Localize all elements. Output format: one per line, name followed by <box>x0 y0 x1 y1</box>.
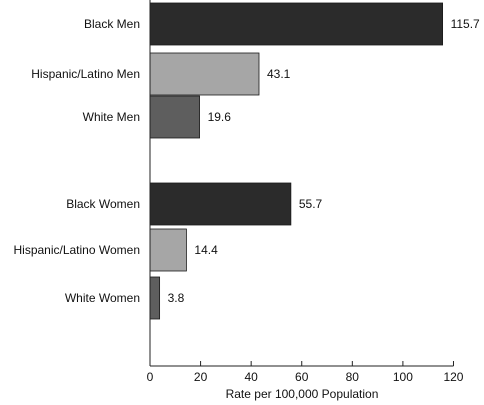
category-label-white-women: White Women <box>65 291 140 305</box>
bar-hispanic-latino-men <box>149 52 260 96</box>
bar-white-women <box>149 276 161 320</box>
value-label-hispanic-latino-men: 43.1 <box>267 67 291 81</box>
category-label-hispanic-latino-women: Hispanic/Latino Women <box>13 243 140 257</box>
value-label-black-women: 55.7 <box>299 197 323 211</box>
axis-layer: 0 20 40 60 80 100 120 <box>147 0 464 384</box>
x-tick-label-20: 20 <box>194 370 208 384</box>
x-axis-title: Rate per 100,000 Population <box>226 387 379 401</box>
bar-black-women <box>149 182 292 226</box>
bar-black-men <box>149 2 444 46</box>
bars-layer: Black Men 115.7 Hispanic/Latino Men 43.1 Whi… <box>13 2 480 320</box>
x-tick-label-100: 100 <box>393 370 413 384</box>
value-label-hispanic-latino-women: 14.4 <box>194 243 218 257</box>
x-tick-label-120: 120 <box>443 370 463 384</box>
category-label-hispanic-latino-men: Hispanic/Latino Men <box>31 67 140 81</box>
value-label-black-men: 115.7 <box>451 17 480 31</box>
bar-hispanic-latino-women <box>149 228 187 272</box>
value-label-white-men: 19.6 <box>208 110 232 124</box>
value-label-white-women: 3.8 <box>168 291 185 305</box>
bar-white-men <box>149 95 200 139</box>
x-tick-label-80: 80 <box>346 370 360 384</box>
x-tick-label-40: 40 <box>244 370 258 384</box>
category-label-black-men: Black Men <box>84 17 140 31</box>
category-label-white-men: White Men <box>83 110 140 124</box>
x-tick-label-60: 60 <box>295 370 309 384</box>
x-tick-label-0: 0 <box>147 370 154 384</box>
category-label-black-women: Black Women <box>66 197 140 211</box>
